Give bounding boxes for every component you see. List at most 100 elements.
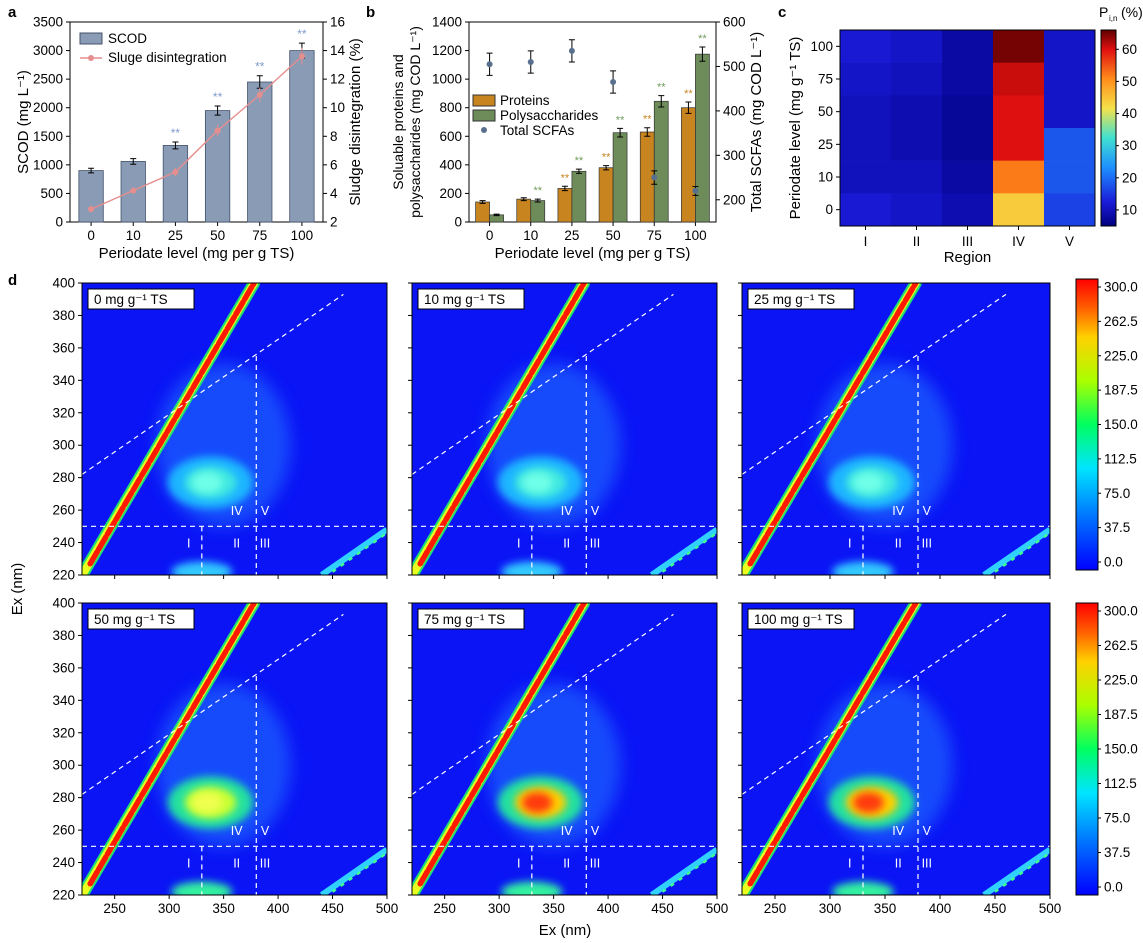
polysaccharide-bar [653,100,669,223]
colorbar-tick-label: 262.5 [1104,638,1138,653]
y-tick-label: 50 [818,104,833,119]
scod-error-bar [88,167,95,174]
y-tick-label: 280 [52,470,75,485]
scod-error-bar [214,105,221,116]
subplot-label: 10 mg g⁻¹ TS [424,292,505,307]
scatter-second-order-core [331,531,387,573]
disintegration-point [88,206,95,213]
x-axis-title: Periodate level (mg per g TS) [99,245,295,262]
legend-swatch-proteins [472,94,496,107]
y-axis-title-left: SCOD (mg L⁻¹) [15,70,32,174]
scod-bar [162,145,189,223]
x-tick-label: 10 [523,228,538,243]
legend-label: SCOD [108,31,147,46]
scfa-point [486,61,493,68]
significance-mark: ** [213,90,223,104]
eem-peak-core [853,472,884,493]
y-tick-label: 320 [52,725,75,740]
y-tick-label: 25 [818,137,833,152]
disintegration-point [298,53,305,60]
heatmap-cell [840,128,892,161]
colorbar-subscript: i,n [1109,14,1117,23]
eem-lower-peak [832,561,894,575]
significance-mark: ** [533,185,542,197]
plot-frame [411,282,718,576]
y-tick-label: 500 [723,59,746,74]
subplot-label: 75 mg g⁻¹ TS [424,612,505,627]
eem-lower-peak [501,561,563,575]
subplot-label-bg [747,288,855,310]
heatmap-cell [942,193,994,227]
subplot-label: 100 mg g⁻¹ TS [754,612,843,627]
x-tick-label: 250 [433,901,456,916]
colorbar-tick-label: 150.0 [1104,742,1138,757]
region-diagonal-line [82,613,344,795]
x-tick-label: 25 [168,228,183,243]
x-tick-label: V [1065,234,1074,249]
colorbar-title: P [1099,4,1108,20]
region-label: II [563,856,570,870]
x-tick-label: III [962,234,973,249]
x-tick-label: 100 [684,228,707,243]
scatter-second-order [649,527,717,575]
y-axis-title: Periodate level (mg g⁻¹ TS) [787,37,804,220]
eem-lower-peak [171,561,233,575]
y-tick-label: 8 [330,129,338,144]
y-tick-label: 6 [330,157,338,172]
scfa-point [568,47,575,54]
colorbar-tick-label: 30 [1122,138,1137,153]
heatmap-cell [840,95,892,129]
y-tick-label: 400 [723,103,746,118]
panel-label: a [8,4,17,21]
region-diagonal-line [412,293,674,475]
colorbar-tick-label: 150.0 [1104,417,1138,432]
scatter-second-order [319,847,387,895]
y-tick-label: 360 [52,660,75,675]
protein-bar-error [561,185,568,192]
heatmap-cell [840,160,892,194]
heatmap-cell [891,95,943,129]
heatmap-cell [1044,62,1096,96]
y-tick-label: 500 [40,186,63,201]
eem-lower-peak [171,881,233,895]
y-tick-label: 200 [439,186,462,201]
region-label: II [895,856,902,870]
scfa-point [527,59,534,65]
eem-lower-peak [832,881,894,895]
y-axis-title-left-2: polysaccharides (mg COD L⁻¹) [407,26,423,218]
protein-bar [516,198,532,223]
heatmap-cell [993,160,1045,194]
scatter-second-order [649,847,717,895]
y-tick-label: 2000 [33,100,63,115]
colorbar-tick-label: 225.0 [1104,673,1138,688]
eem-peak-core [522,472,553,493]
polysaccharide-bar [695,53,710,223]
polysaccharide-bar-error [617,127,624,138]
subplot-label-bg [417,608,525,630]
y-tick-label: 220 [52,888,75,903]
panel-label: c [778,4,786,21]
subplot-label-box: 0 mg g⁻¹ TS [87,288,195,310]
scatter-second-order-core [331,851,387,893]
y-axis-title-right: Sludge disintegration (%) [347,38,364,206]
colorbar-tick-label: 75.0 [1104,811,1130,826]
polysaccharide-bar-error [493,213,500,217]
y-tick-label: 1500 [33,129,63,144]
colorbar-tick-label: 37.5 [1104,520,1130,535]
disintegration-point [130,187,137,194]
significance-mark: ** [602,152,611,164]
x-tick-label: 350 [542,901,565,916]
colorbar-0 [1075,278,1099,571]
significance-mark: ** [297,27,307,41]
subplot-label-box: 50 mg g⁻¹ TS [87,608,195,630]
x-tick-label: 0 [87,228,95,243]
y-tick-label: 300 [52,758,75,773]
region-label: II [233,856,240,870]
polysaccharide-bar-error [534,198,541,203]
region-label: V [591,824,600,838]
y-tick-label: 1200 [432,43,462,58]
region-label: I [517,536,520,550]
